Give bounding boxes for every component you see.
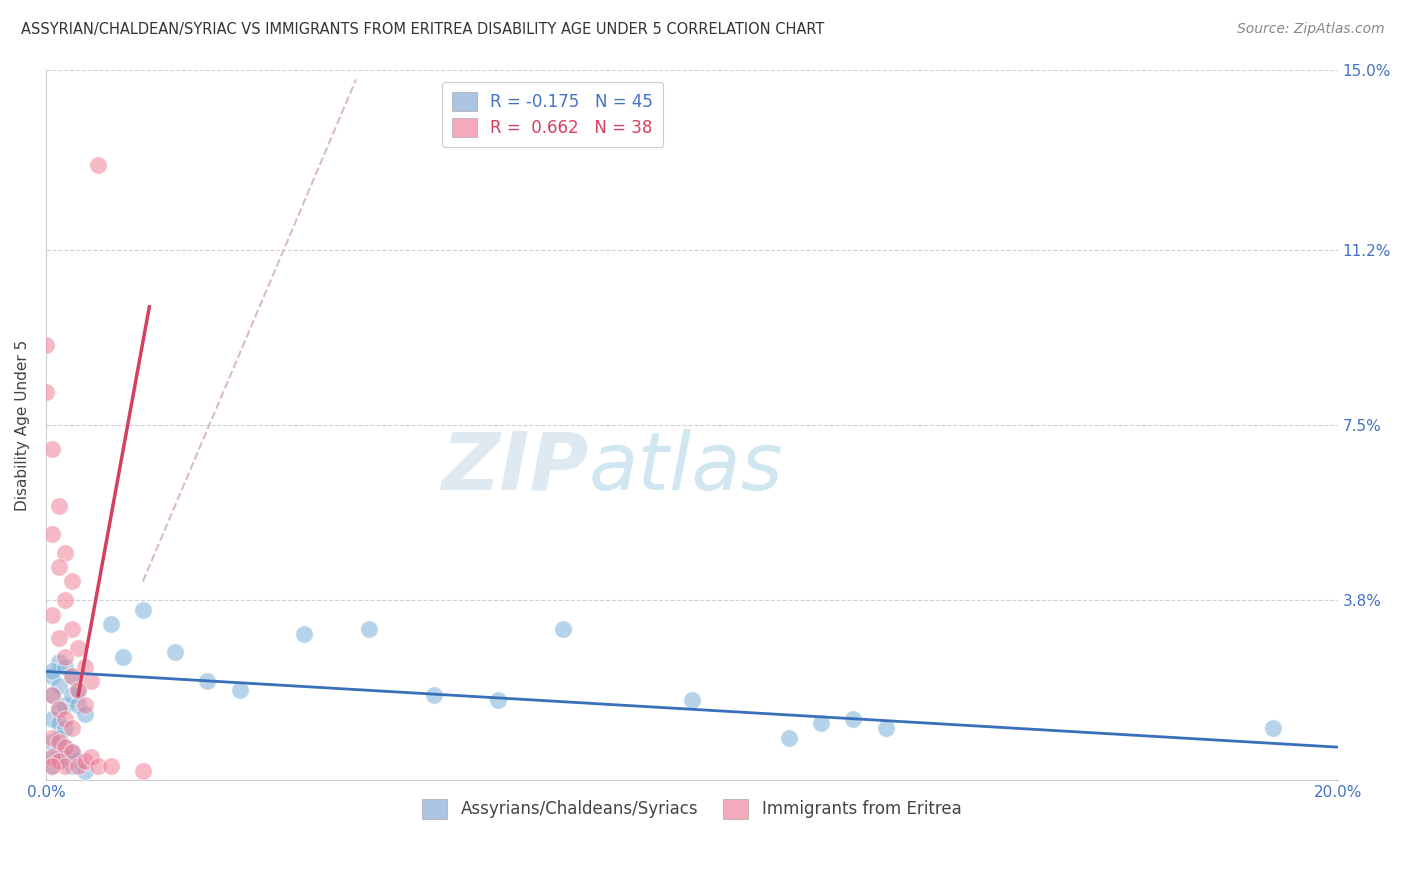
Point <box>357 622 380 636</box>
Point <box>197 673 219 688</box>
Point <box>165 645 187 659</box>
Point <box>132 603 155 617</box>
Text: atlas: atlas <box>589 429 783 507</box>
Point <box>41 527 63 541</box>
Point <box>73 706 96 721</box>
Point <box>48 560 70 574</box>
Point <box>48 755 70 769</box>
Point <box>67 683 90 698</box>
Point <box>41 688 63 702</box>
Point <box>53 698 76 712</box>
Point <box>41 759 63 773</box>
Point <box>229 683 252 698</box>
Point <box>778 731 800 745</box>
Point <box>41 712 63 726</box>
Point <box>48 735 70 749</box>
Point <box>60 745 83 759</box>
Point <box>53 593 76 607</box>
Point <box>41 607 63 622</box>
Point <box>41 759 63 773</box>
Text: ASSYRIAN/CHALDEAN/SYRIAC VS IMMIGRANTS FROM ERITREA DISABILITY AGE UNDER 5 CORRE: ASSYRIAN/CHALDEAN/SYRIAC VS IMMIGRANTS F… <box>21 22 824 37</box>
Point <box>53 721 76 735</box>
Point <box>48 745 70 759</box>
Point <box>48 702 70 716</box>
Point <box>48 655 70 669</box>
Point <box>60 669 83 683</box>
Point <box>486 693 509 707</box>
Point <box>112 650 135 665</box>
Point <box>67 759 90 773</box>
Point <box>422 688 444 702</box>
Point <box>53 712 76 726</box>
Point <box>48 702 70 716</box>
Point <box>60 688 83 702</box>
Point <box>60 574 83 589</box>
Point <box>41 749 63 764</box>
Point <box>73 659 96 673</box>
Point <box>67 683 90 698</box>
Point <box>35 385 58 400</box>
Point <box>60 745 83 759</box>
Point <box>41 669 63 683</box>
Point <box>73 755 96 769</box>
Point <box>53 740 76 755</box>
Point <box>67 698 90 712</box>
Point <box>67 755 90 769</box>
Point <box>100 759 122 773</box>
Legend: Assyrians/Chaldeans/Syriacs, Immigrants from Eritrea: Assyrians/Chaldeans/Syriacs, Immigrants … <box>416 793 969 825</box>
Point <box>53 740 76 755</box>
Point <box>53 749 76 764</box>
Point <box>86 158 108 172</box>
Point <box>875 721 897 735</box>
Point <box>53 759 76 773</box>
Point <box>41 688 63 702</box>
Point <box>73 764 96 778</box>
Point <box>60 622 83 636</box>
Point <box>60 759 83 773</box>
Point <box>48 755 70 769</box>
Point <box>292 626 315 640</box>
Point <box>681 693 703 707</box>
Point <box>48 632 70 646</box>
Point <box>100 617 122 632</box>
Point <box>551 622 574 636</box>
Point <box>86 759 108 773</box>
Point <box>80 749 103 764</box>
Point <box>41 665 63 679</box>
Point <box>842 712 865 726</box>
Point <box>1263 721 1285 735</box>
Point <box>73 698 96 712</box>
Point <box>48 679 70 693</box>
Point <box>48 499 70 513</box>
Point <box>132 764 155 778</box>
Text: Source: ZipAtlas.com: Source: ZipAtlas.com <box>1237 22 1385 37</box>
Point <box>53 546 76 560</box>
Point <box>810 716 832 731</box>
Y-axis label: Disability Age Under 5: Disability Age Under 5 <box>15 340 30 511</box>
Point <box>60 721 83 735</box>
Point <box>35 337 58 351</box>
Point <box>53 650 76 665</box>
Point <box>41 735 63 749</box>
Point <box>60 669 83 683</box>
Text: ZIP: ZIP <box>441 429 589 507</box>
Point <box>48 716 70 731</box>
Point <box>41 749 63 764</box>
Point <box>80 673 103 688</box>
Point <box>48 731 70 745</box>
Point <box>53 659 76 673</box>
Point <box>41 442 63 456</box>
Point <box>67 640 90 655</box>
Point <box>41 731 63 745</box>
